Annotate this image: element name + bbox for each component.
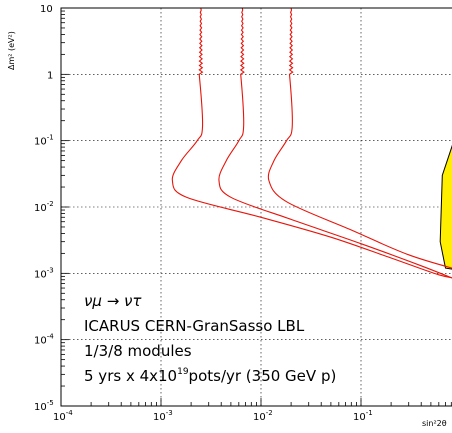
annotation-exposure-exp: 19 — [177, 367, 189, 377]
x-tick-label: 10-2 — [253, 409, 273, 423]
sensitivity-curves — [171, 7, 452, 279]
x-axis-label: sin²2θ — [422, 419, 447, 428]
sensitivity-curve-2 — [218, 7, 452, 279]
y-tick-label: 10-2 — [34, 200, 54, 214]
y-tick-label: 10-1 — [34, 134, 54, 148]
excluded-region — [439, 144, 452, 270]
annotation-box: νμ → ντ ICARUS CERN-GranSasso LBL 1/3/8 … — [84, 292, 336, 385]
y-tick-label: 10-4 — [34, 333, 54, 347]
y-tick-label: 10-3 — [34, 266, 54, 280]
y-tick-label: 1 — [47, 70, 53, 81]
annotation-process: νμ → ντ — [84, 292, 142, 310]
x-tick-label: 10-1 — [353, 409, 373, 423]
annotation-modules: 1/3/8 modules — [84, 342, 192, 360]
excluded-region-shape — [439, 144, 452, 270]
y-tick-label: 10 — [40, 4, 53, 15]
y-axis-ticks: 10 1 10-1 10-2 10-3 10-4 10-5 — [34, 4, 69, 413]
annotation-exposure-tail: pots/yr (350 GeV p) — [189, 367, 337, 385]
x-tick-label: 10-3 — [153, 409, 173, 423]
annotation-exposure-main: 5 yrs x 4x10 — [84, 367, 177, 385]
x-axis-ticks: 10-4 10-3 10-2 10-1 — [53, 398, 452, 423]
y-tick-label: 10-5 — [34, 399, 54, 413]
annotation-exposure: 5 yrs x 4x1019pots/yr (350 GeV p) — [84, 367, 336, 385]
sensitivity-curve-3 — [267, 7, 452, 269]
y-axis-label: Δm² (eV²) — [7, 31, 16, 70]
x-tick-label: 10-4 — [53, 409, 73, 423]
sensitivity-curve-1 — [171, 7, 452, 279]
annotation-experiment: ICARUS CERN-GranSasso LBL — [84, 317, 305, 335]
